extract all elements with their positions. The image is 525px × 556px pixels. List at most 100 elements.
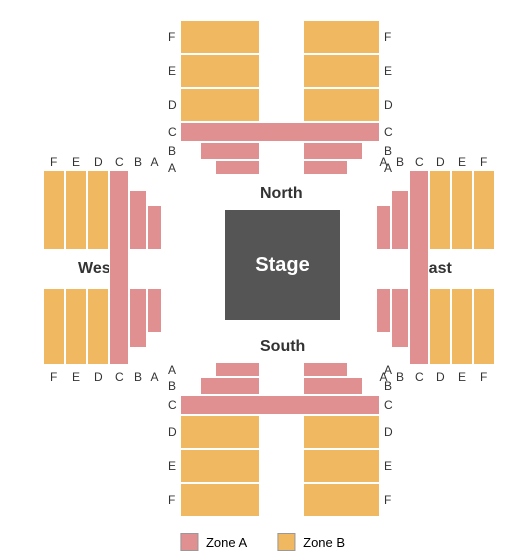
west-row-B-top[interactable]: [129, 190, 147, 250]
west-label-A-b: A: [151, 370, 159, 384]
north-label-C-l: C: [168, 125, 177, 139]
north-label-A-l: A: [168, 161, 176, 175]
east-row-F-top[interactable]: [473, 170, 495, 250]
legend-label-zoneB: Zone B: [303, 535, 345, 550]
north-row-B-left[interactable]: [200, 142, 260, 160]
east-row-E-top[interactable]: [451, 170, 473, 250]
east-label-D-b: D: [436, 370, 445, 384]
legend-box-zoneB: [277, 533, 295, 551]
south-label-A-l: A: [168, 363, 176, 377]
west-label-E-t: E: [72, 155, 80, 169]
east-label-B-t: B: [396, 155, 404, 169]
chart-area: StageNorthSouthWestEastAABBCCDDEEFFAABBC…: [20, 20, 505, 520]
south-label-C-l: C: [168, 398, 177, 412]
south-row-C[interactable]: [180, 395, 380, 415]
east-label-A-b: A: [380, 370, 388, 384]
east-label-A-t: A: [380, 155, 388, 169]
east-label-D-t: D: [436, 155, 445, 169]
west-label-A-t: A: [151, 155, 159, 169]
east-row-A-top[interactable]: [376, 205, 391, 250]
west-label-E-b: E: [72, 370, 80, 384]
north-row-B-right[interactable]: [303, 142, 363, 160]
south-row-A-right[interactable]: [303, 362, 348, 377]
west-label-D-b: D: [94, 370, 103, 384]
legend-zoneB: Zone B: [277, 533, 345, 551]
west-label-F-b: F: [50, 370, 57, 384]
north-row-A-right[interactable]: [303, 160, 348, 175]
north-row-D-left[interactable]: [180, 88, 260, 122]
west-label-F-t: F: [50, 155, 57, 169]
west-row-D-bot[interactable]: [87, 288, 109, 365]
north-row-F-left[interactable]: [180, 20, 260, 54]
north-label-E-l: E: [168, 64, 176, 78]
south-row-E-right[interactable]: [303, 449, 380, 483]
west-row-E-top[interactable]: [65, 170, 87, 250]
south-label-C-r: C: [384, 398, 393, 412]
north-label-E-r: E: [384, 64, 392, 78]
south-label-D-r: D: [384, 425, 393, 439]
east-row-E-bot[interactable]: [451, 288, 473, 365]
south-row-D-left[interactable]: [180, 415, 260, 449]
legend-box-zoneA: [180, 533, 198, 551]
north-row-E-right[interactable]: [303, 54, 380, 88]
west-row-E-bot[interactable]: [65, 288, 87, 365]
west-label-B-b: B: [134, 370, 142, 384]
west-row-F-bot[interactable]: [43, 288, 65, 365]
south-row-F-left[interactable]: [180, 483, 260, 517]
north-label: North: [260, 185, 303, 203]
legend-label-zoneA: Zone A: [206, 535, 247, 550]
south-row-A-left[interactable]: [215, 362, 260, 377]
north-row-D-right[interactable]: [303, 88, 380, 122]
west-label-C-t: C: [115, 155, 124, 169]
east-row-D-top[interactable]: [429, 170, 451, 250]
south-label-E-l: E: [168, 459, 176, 473]
north-row-F-right[interactable]: [303, 20, 380, 54]
west-label-B-t: B: [134, 155, 142, 169]
west-row-C[interactable]: [109, 170, 129, 365]
south-label-F-r: F: [384, 493, 391, 507]
south-label-B-l: B: [168, 379, 176, 393]
south-row-D-right[interactable]: [303, 415, 380, 449]
east-label-E-b: E: [458, 370, 466, 384]
north-label-D-l: D: [168, 98, 177, 112]
east-label-F-t: F: [480, 155, 487, 169]
south-label-E-r: E: [384, 459, 392, 473]
east-row-F-bot[interactable]: [473, 288, 495, 365]
west-row-B-bot[interactable]: [129, 288, 147, 348]
east-label-C-t: C: [415, 155, 424, 169]
legend-zoneA: Zone A: [180, 533, 247, 551]
north-row-A-left[interactable]: [215, 160, 260, 175]
west-label-D-t: D: [94, 155, 103, 169]
north-label-C-r: C: [384, 125, 393, 139]
east-row-A-bot[interactable]: [376, 288, 391, 333]
west-row-F-top[interactable]: [43, 170, 65, 250]
north-label-F-r: F: [384, 30, 391, 44]
south-row-E-left[interactable]: [180, 449, 260, 483]
stage: Stage: [225, 210, 340, 320]
east-row-D-bot[interactable]: [429, 288, 451, 365]
west-row-A-top[interactable]: [147, 205, 162, 250]
south-label-D-l: D: [168, 425, 177, 439]
east-row-B-top[interactable]: [391, 190, 409, 250]
south-row-B-left[interactable]: [200, 377, 260, 395]
east-label-C-b: C: [415, 370, 424, 384]
west-row-D-top[interactable]: [87, 170, 109, 250]
seating-chart: StageNorthSouthWestEastAABBCCDDEEFFAABBC…: [0, 0, 525, 556]
north-label-D-r: D: [384, 98, 393, 112]
north-label-B-l: B: [168, 144, 176, 158]
east-label-B-b: B: [396, 370, 404, 384]
west-label-C-b: C: [115, 370, 124, 384]
east-row-C[interactable]: [409, 170, 429, 365]
south-row-B-right[interactable]: [303, 377, 363, 395]
west-row-A-bot[interactable]: [147, 288, 162, 333]
legend: Zone A Zone B: [180, 533, 345, 551]
north-label-F-l: F: [168, 30, 175, 44]
north-row-C[interactable]: [180, 122, 380, 142]
north-row-E-left[interactable]: [180, 54, 260, 88]
south-label: South: [260, 338, 305, 356]
south-row-F-right[interactable]: [303, 483, 380, 517]
south-label-F-l: F: [168, 493, 175, 507]
east-label-E-t: E: [458, 155, 466, 169]
east-label-F-b: F: [480, 370, 487, 384]
east-row-B-bot[interactable]: [391, 288, 409, 348]
